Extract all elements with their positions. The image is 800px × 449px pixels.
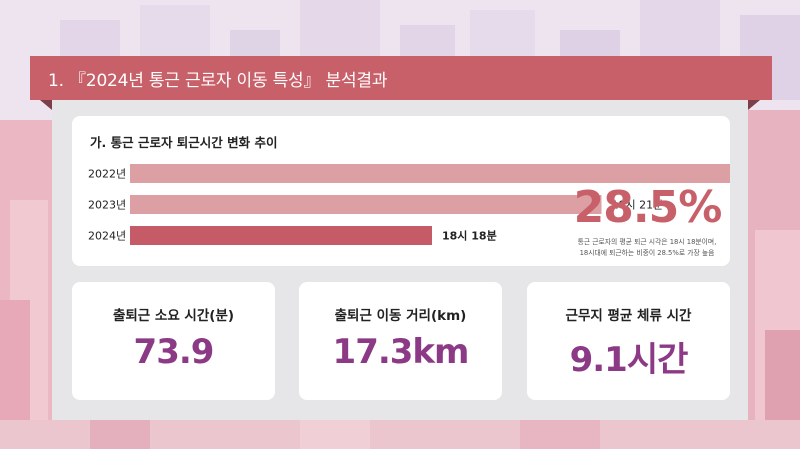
header-ribbon: 1. 『2024년 통근 근로자 이동 특성』 분석결과 bbox=[30, 56, 772, 100]
stat-value: 73.9 bbox=[133, 332, 215, 372]
highlight-note-line-1: 통근 근로자의 평균 퇴근 시각은 18시 18분이며, bbox=[577, 238, 717, 246]
bar bbox=[130, 195, 602, 214]
page-title: 1. 『2024년 통근 근로자 이동 특성』 분석결과 bbox=[48, 70, 388, 91]
stat-card-workplace-stay: 근무지 평균 체류 시간 9.1시간 bbox=[527, 282, 730, 400]
bar-category-label: 2024년 bbox=[88, 230, 126, 243]
stat-label: 근무지 평균 체류 시간 bbox=[565, 308, 692, 324]
stat-value: 17.3km bbox=[332, 332, 470, 372]
ribbon-fold-left bbox=[40, 100, 52, 110]
bar-category-label: 2022년 bbox=[88, 168, 126, 181]
stat-card-commute-distance: 출퇴근 이동 거리(km) 17.3km bbox=[299, 282, 502, 400]
highlight-percentage: 28.5% bbox=[573, 182, 723, 233]
bar-value-label: 18시 21분 bbox=[612, 199, 664, 212]
bar-value-label: 18시 18분 bbox=[442, 230, 497, 243]
highlight-note: 통근 근로자의 평균 퇴근 시각은 18시 18분이며, 18시대에 퇴근하는 … bbox=[562, 237, 732, 259]
stat-label: 출퇴근 이동 거리(km) bbox=[334, 308, 467, 324]
ribbon-fold-right bbox=[748, 100, 760, 110]
highlight-note-line-2: 18시대에 퇴근하는 비중이 28.5%로 가장 높음 bbox=[579, 249, 715, 257]
bar bbox=[130, 164, 730, 183]
stat-value: 9.1시간 bbox=[569, 340, 689, 380]
bar bbox=[130, 226, 432, 245]
chart-card: 가. 통근 근로자 퇴근시간 변화 추이 2022년18시 24분2023년18… bbox=[72, 116, 730, 266]
bar-category-label: 2023년 bbox=[88, 199, 126, 212]
chart-title: 가. 통근 근로자 퇴근시간 변화 추이 bbox=[90, 135, 278, 150]
stat-label: 출퇴근 소요 시간(분) bbox=[112, 308, 235, 324]
stat-card-commute-time: 출퇴근 소요 시간(분) 73.9 bbox=[72, 282, 275, 400]
